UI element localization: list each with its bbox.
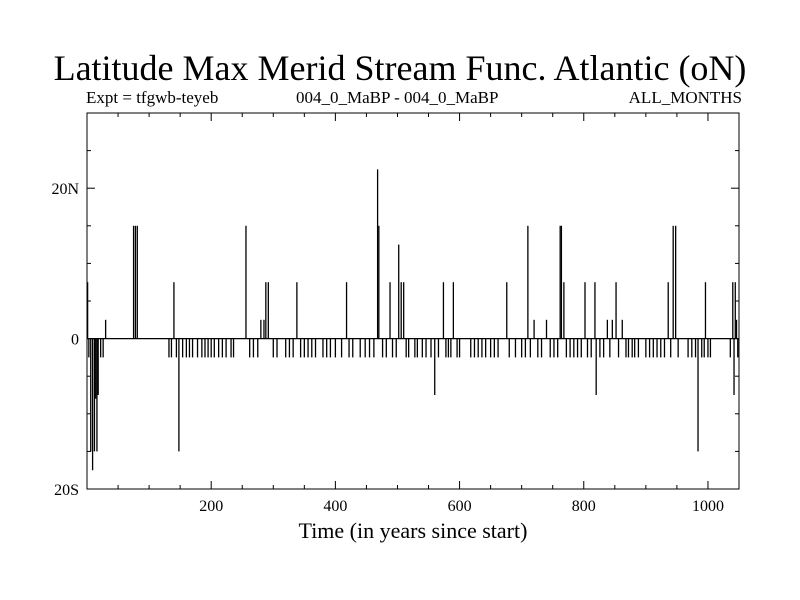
x-tick-label: 600 [448, 498, 472, 515]
y-tick-label: 20N [51, 181, 79, 198]
plot-frame [86, 112, 740, 490]
period-label: 004_0_MaBP - 004_0_MaBP [296, 88, 499, 107]
data-series [86, 169, 739, 471]
x-tick-label: 1000 [692, 498, 724, 515]
y-tick-label: 0 [71, 332, 79, 349]
x-tick-label: 200 [199, 498, 223, 515]
x-axis-label: Time (in years since start) [298, 518, 528, 543]
x-tick-label: 400 [323, 498, 347, 515]
months-label: ALL_MONTHS [628, 88, 742, 107]
x-axis-ticks: 200 400 600 800 1000 [117, 113, 724, 515]
y-tick-label: 20S [54, 482, 79, 499]
experiment-label: Expt = tfgwb-teyeb [86, 88, 219, 107]
chart-title: Latitude Max Merid Stream Func. Atlantic… [53, 48, 747, 88]
y-axis-ticks: 20S 0 20N [51, 112, 739, 499]
x-tick-label: 800 [572, 498, 596, 515]
